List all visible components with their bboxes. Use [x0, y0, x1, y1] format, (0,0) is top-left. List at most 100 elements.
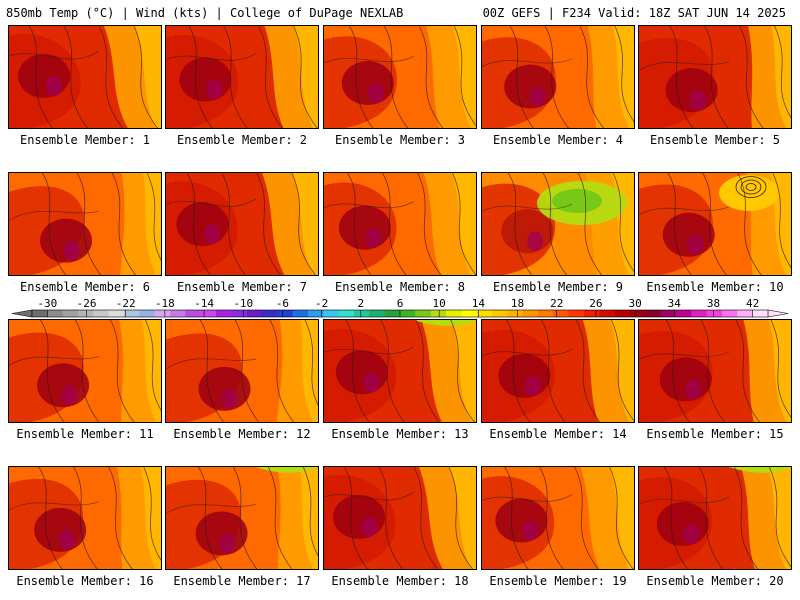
colorbar-tick-label: 42 [746, 297, 759, 310]
member-map-panel [638, 172, 792, 276]
ensemble-member-label: Ensemble Member: 17 [173, 574, 311, 588]
colorbar-high-arrow [767, 309, 789, 318]
colorbar-swatch [568, 310, 585, 317]
colorbar-swatch [660, 310, 677, 317]
ensemble-member-label: Ensemble Member: 9 [492, 280, 624, 294]
colorbar-swatch [354, 310, 370, 317]
member-map-panel [8, 466, 162, 570]
colorbar-swatch [308, 310, 324, 317]
colorbar-swatch [415, 310, 431, 317]
chart-title: 850mb Temp (°C) | Wind (kts) | College o… [6, 6, 404, 20]
colorbar-swatch [185, 310, 201, 317]
member-map-panel [165, 319, 319, 423]
ensemble-member-label: Ensemble Member: 5 [649, 133, 781, 147]
colorbar-swatch [200, 310, 217, 317]
colorbar-swatch [691, 310, 707, 317]
colorbar-swatch [538, 310, 554, 317]
temperature-field-map [9, 26, 161, 128]
member-map-panel [8, 319, 162, 423]
colorbar-swatch [676, 310, 692, 317]
ensemble-member-label: Ensemble Member: 3 [334, 133, 466, 147]
member-map-panel [323, 466, 477, 570]
colorbar-swatch [231, 310, 247, 317]
colorbar-swatch [154, 310, 171, 317]
member-map-panel [323, 25, 477, 129]
colorbar-tick-label: 14 [472, 297, 486, 310]
colorbar-swatch [614, 310, 631, 317]
ensemble-member-label: Ensemble Member: 4 [492, 133, 624, 147]
colorbar-swatch [369, 310, 385, 317]
colorbar-swatch [400, 310, 416, 317]
colorbar-tick-label: -30 [37, 297, 57, 310]
colorbar-swatch [384, 310, 401, 317]
colorbar-swatch [584, 310, 600, 317]
ensemble-member-label: Ensemble Member: 19 [489, 574, 627, 588]
colorbar-swatch [323, 310, 339, 317]
member-map-panel [481, 466, 635, 570]
temperature-field-map [9, 173, 161, 275]
colorbar-swatch [737, 310, 753, 317]
colorbar-tick-label: -10 [233, 297, 253, 310]
colorbar-tick-label: -2 [315, 297, 328, 310]
colorbar-swatch [216, 310, 232, 317]
temperature-field-map [9, 467, 161, 569]
colorbar-swatch [338, 310, 355, 317]
colorbar-tick-label: 38 [707, 297, 720, 310]
temperature-field-map [639, 320, 791, 422]
colorbar-swatch [492, 310, 508, 317]
colorbar-swatch [446, 310, 462, 317]
member-map-panel [8, 25, 162, 129]
member-map-panel [481, 319, 635, 423]
colorbar-tick-label: 26 [589, 297, 602, 310]
colorbar-swatch [139, 310, 155, 317]
ensemble-member-label: Ensemble Member: 1 [19, 133, 151, 147]
run-valid-time: 00Z GEFS | F234 Valid: 18Z SAT JUN 14 20… [482, 6, 786, 20]
colorbar-tick-label: 22 [550, 297, 563, 310]
member-map-panel [165, 25, 319, 129]
colorbar-swatch [277, 310, 293, 317]
colorbar-swatch [108, 310, 125, 317]
ensemble-member-label: Ensemble Member: 6 [19, 280, 151, 294]
colorbar-swatch [246, 310, 263, 317]
member-map-panel [323, 172, 477, 276]
ensemble-member-label: Ensemble Member: 11 [16, 427, 154, 441]
temperature-field-map [324, 26, 476, 128]
ensemble-member-label: Ensemble Member: 8 [334, 280, 466, 294]
member-map-panel [638, 319, 792, 423]
temperature-field-map [482, 26, 634, 128]
colorbar-swatch [124, 310, 140, 317]
colorbar-swatch [522, 310, 539, 317]
colorbar-swatch [630, 310, 646, 317]
colorbar-swatch [32, 310, 48, 317]
colorbar-swatch [62, 310, 79, 317]
temperature-field-map [166, 173, 318, 275]
colorbar-swatch [722, 310, 738, 317]
colorbar-low-arrow [11, 309, 33, 318]
colorbar-swatch [553, 310, 569, 317]
colorbar-swatch [292, 310, 309, 317]
colorbar-swatch [430, 310, 447, 317]
temperature-field-map [324, 467, 476, 569]
temperature-field-map [166, 26, 318, 128]
member-map-panel [481, 172, 635, 276]
colorbar-tick-label: 2 [358, 297, 365, 310]
member-map-panel [323, 319, 477, 423]
colorbar-tick-label: -6 [276, 297, 289, 310]
temperature-field-map [639, 26, 791, 128]
colorbar-swatch [78, 310, 94, 317]
ensemble-member-label: Ensemble Member: 20 [646, 574, 784, 588]
colorbar-tick-label: -26 [77, 297, 97, 310]
member-map-panel [165, 172, 319, 276]
colorbar-swatch [476, 310, 493, 317]
temperature-field-map [324, 173, 476, 275]
colorbar-swatch [93, 310, 109, 317]
colorbar-tick-label: 10 [433, 297, 446, 310]
temperature-field-map [482, 467, 634, 569]
ensemble-member-label: Ensemble Member: 14 [489, 427, 627, 441]
temperature-field-map [166, 467, 318, 569]
ensemble-member-label: Ensemble Member: 13 [331, 427, 469, 441]
ensemble-member-label: Ensemble Member: 15 [646, 427, 784, 441]
ensemble-member-label: Ensemble Member: 16 [16, 574, 154, 588]
colorbar-tick-label: 18 [511, 297, 524, 310]
temperature-field-map [166, 320, 318, 422]
